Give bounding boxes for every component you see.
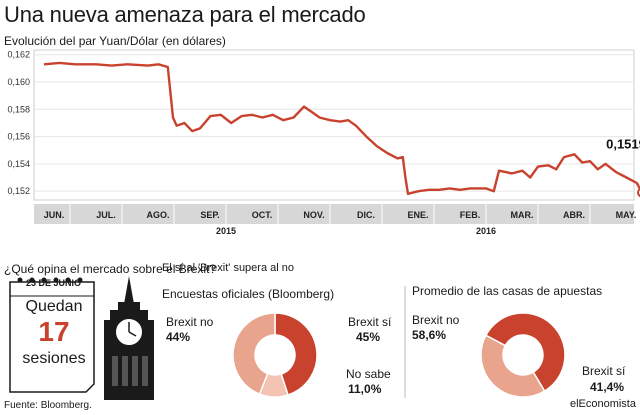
x-tick-label: DIC. (357, 210, 375, 220)
x-tick-label: AGO. (146, 210, 169, 220)
yuan-dollar-line-chart: 0,162 0,160 0,158 0,156 0,154 0,152 JUN. JUL. AG… (7, 49, 640, 236)
x-tick-label: NOV. (303, 210, 324, 220)
y-tick-label: 0,158 (7, 104, 30, 114)
year-label-2015: 2015 (216, 226, 236, 236)
bets-chart-title: Promedio de las casas de apuestas (412, 284, 603, 298)
section-title: ¿Qué opina el mercado sobre el Brexit? (4, 262, 217, 276)
bets-no-label: Brexit no (412, 313, 460, 327)
x-tick-label: JUN. (44, 210, 65, 220)
source-note: Fuente: Bloomberg. (4, 400, 92, 411)
x-tick-label: JUL. (96, 210, 116, 220)
polls-nosabe-label: No sabe (346, 367, 391, 381)
x-tick-label: OCT. (252, 210, 273, 220)
x-tick-label: FEB. (460, 210, 481, 220)
donut-slice-2 (232, 312, 276, 396)
donut-slice-0 (274, 312, 318, 396)
x-axis-band (34, 204, 634, 224)
brand-logo-text: elEconomista (569, 398, 636, 410)
brexit-headline: El sí al 'Brexit' supera al no (162, 262, 294, 274)
x-tick-label: MAY. (616, 210, 637, 220)
calendar-icon (9, 277, 95, 393)
polls-donut-chart (232, 312, 318, 398)
y-tick-label: 0,156 (7, 132, 30, 142)
big-ben-illustration (9, 276, 154, 400)
y-tick-label: 0,154 (7, 159, 30, 169)
calendar-sesiones: sesiones (22, 350, 86, 367)
chart-subtitle: Evolución del par Yuan/Dólar (en dólares… (4, 34, 226, 48)
plot-frame (33, 49, 635, 201)
x-tick-label: ABR. (563, 210, 585, 220)
calendar-date: 23 DE JUNIO (26, 278, 82, 288)
y-tick-label: 0,162 (7, 50, 30, 60)
panel-divider (404, 286, 406, 398)
y-tick-label: 0,160 (7, 77, 30, 87)
calendar-quedan: Quedan (25, 298, 83, 315)
big-ben-icon (104, 276, 154, 400)
polls-no-value: 44% (166, 330, 191, 344)
x-tick-label: SEP. (200, 210, 219, 220)
donut-slice-1 (484, 312, 566, 393)
chart-title: Una nueva amenaza para el mercado (4, 2, 366, 27)
x-tick-label: MAR. (511, 210, 534, 220)
bets-yes-value: 41,4% (590, 380, 625, 394)
polls-yes-label: Brexit sí (348, 315, 392, 329)
bets-donut-chart (480, 312, 566, 398)
y-tick-label: 0,152 (7, 186, 30, 196)
last-value-label: 0,1519 (606, 137, 640, 152)
polls-yes-value: 45% (356, 330, 381, 344)
donut-slice-0 (480, 334, 546, 398)
calendar-days: 17 (38, 316, 70, 347)
bets-yes-label: Brexit sí (582, 364, 626, 378)
bets-no-value: 58,6% (412, 328, 447, 342)
x-tick-label: ENE. (407, 210, 428, 220)
polls-no-label: Brexit no (166, 315, 214, 329)
polls-nosabe-value: 11,0% (348, 382, 382, 396)
year-label-2016: 2016 (476, 226, 496, 236)
series-line-yuan-dollar (43, 61, 640, 196)
polls-chart-title: Encuestas oficiales (Bloomberg) (162, 287, 335, 301)
